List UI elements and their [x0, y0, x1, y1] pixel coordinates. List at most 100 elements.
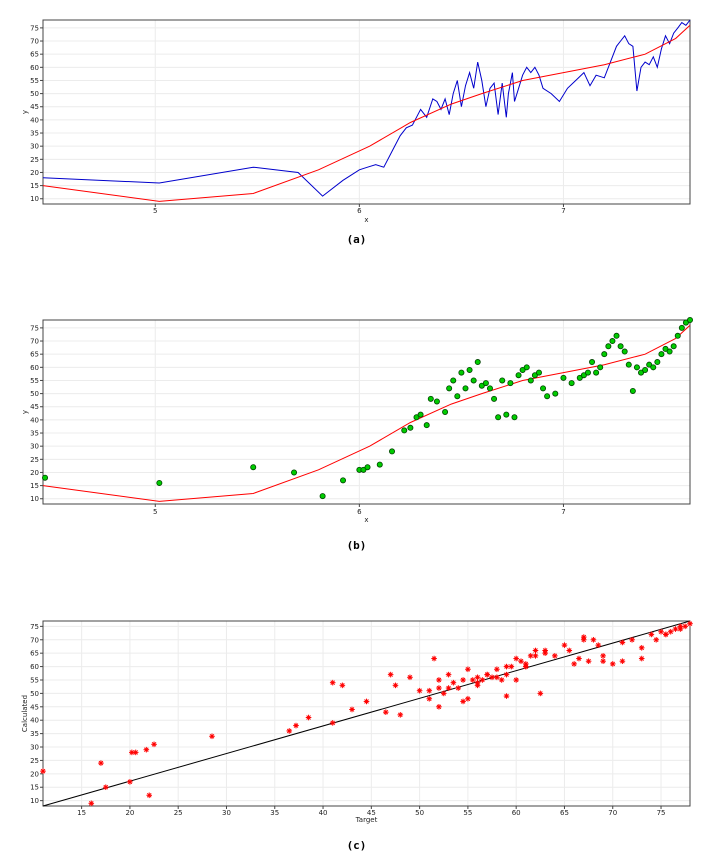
star-stroke [682, 624, 688, 629]
x-axis-label: x [364, 516, 368, 524]
identity-line [42, 620, 691, 807]
data-point [595, 642, 602, 648]
star-stroke [383, 709, 389, 715]
star-stroke [610, 661, 616, 667]
data-point [589, 359, 596, 366]
star-stroke [494, 674, 500, 680]
data-point [613, 332, 620, 339]
star-stroke [484, 672, 490, 677]
x-tick-label: 7 [561, 207, 565, 215]
data-point [433, 398, 440, 405]
data-point [416, 687, 423, 694]
data-point [658, 351, 665, 358]
star-stroke [523, 661, 529, 667]
data-point [364, 464, 371, 471]
data-point [440, 690, 447, 697]
star-stroke [88, 801, 94, 806]
data-point [329, 679, 336, 686]
data-point [489, 674, 495, 681]
star-stroke [552, 653, 558, 659]
data-point [291, 469, 298, 476]
data-point [450, 679, 457, 686]
data-point [401, 427, 408, 434]
data-point [40, 768, 46, 774]
star-stroke [494, 666, 500, 672]
data-point [417, 411, 424, 418]
y-tick-label: 15 [30, 182, 39, 190]
data-point [650, 364, 657, 371]
star-stroke [407, 674, 413, 680]
data-point [672, 626, 679, 632]
data-point [392, 682, 399, 689]
data-point [580, 634, 587, 640]
data-point [531, 372, 538, 379]
data-point [633, 364, 640, 371]
data-point [609, 338, 616, 345]
star-stroke [98, 760, 104, 766]
star-stroke [542, 650, 548, 656]
data-point [458, 369, 465, 376]
data-point [508, 663, 515, 670]
plot-frame [42, 19, 691, 205]
star-stroke [566, 648, 572, 653]
data-point [544, 393, 551, 400]
figure-caption: (c) [347, 839, 367, 852]
data-point [495, 414, 502, 421]
star-stroke [470, 677, 476, 683]
y-tick-label: 45 [30, 403, 39, 411]
data-point [454, 393, 461, 400]
star-stroke [151, 742, 157, 747]
data-point [319, 493, 326, 500]
star-stroke [446, 685, 451, 691]
data-point [479, 677, 486, 683]
data-point [431, 655, 437, 662]
star-stroke [129, 750, 135, 755]
data-point [646, 361, 653, 368]
data-point [600, 653, 606, 659]
star-stroke [349, 707, 355, 712]
data-point [286, 728, 293, 734]
y-tick-label: 45 [30, 103, 39, 111]
data-point [609, 661, 616, 667]
y-tick-label: 20 [30, 169, 39, 177]
data-point [407, 424, 414, 431]
data-point [654, 359, 661, 366]
x-tick-label: 6 [357, 207, 362, 215]
star-stroke [678, 626, 683, 632]
star-stroke [133, 750, 139, 755]
data-point [305, 714, 312, 721]
star-stroke [649, 632, 654, 637]
star-stroke [489, 674, 495, 680]
data-point [648, 631, 655, 638]
star-stroke [393, 683, 398, 688]
x-tick-label: 70 [608, 809, 617, 817]
data-point [519, 366, 526, 373]
data-point [146, 792, 153, 799]
y-tick-label: 40 [30, 717, 39, 725]
y-tick-label: 20 [30, 770, 39, 778]
data-point [523, 661, 529, 667]
star-stroke [595, 642, 601, 648]
star-stroke [446, 672, 451, 677]
x-tick-label: 45 [367, 809, 376, 817]
star-stroke [571, 661, 577, 667]
data-point [465, 695, 471, 702]
star-stroke [431, 656, 437, 661]
y-tick-label: 55 [30, 377, 39, 385]
y-tick-label: 75 [30, 324, 39, 332]
data-point [518, 658, 524, 665]
data-point [527, 653, 534, 659]
x-tick-label: 15 [77, 809, 86, 817]
data-point [474, 674, 481, 681]
plot-frame [42, 620, 691, 807]
star-stroke [504, 664, 509, 669]
data-point [339, 682, 346, 689]
data-point [427, 395, 434, 402]
y-tick-label: 50 [30, 90, 39, 98]
data-point [503, 671, 510, 678]
star-stroke [509, 664, 514, 669]
data-point [662, 345, 669, 352]
data-point [436, 677, 442, 683]
star-stroke [591, 637, 596, 643]
